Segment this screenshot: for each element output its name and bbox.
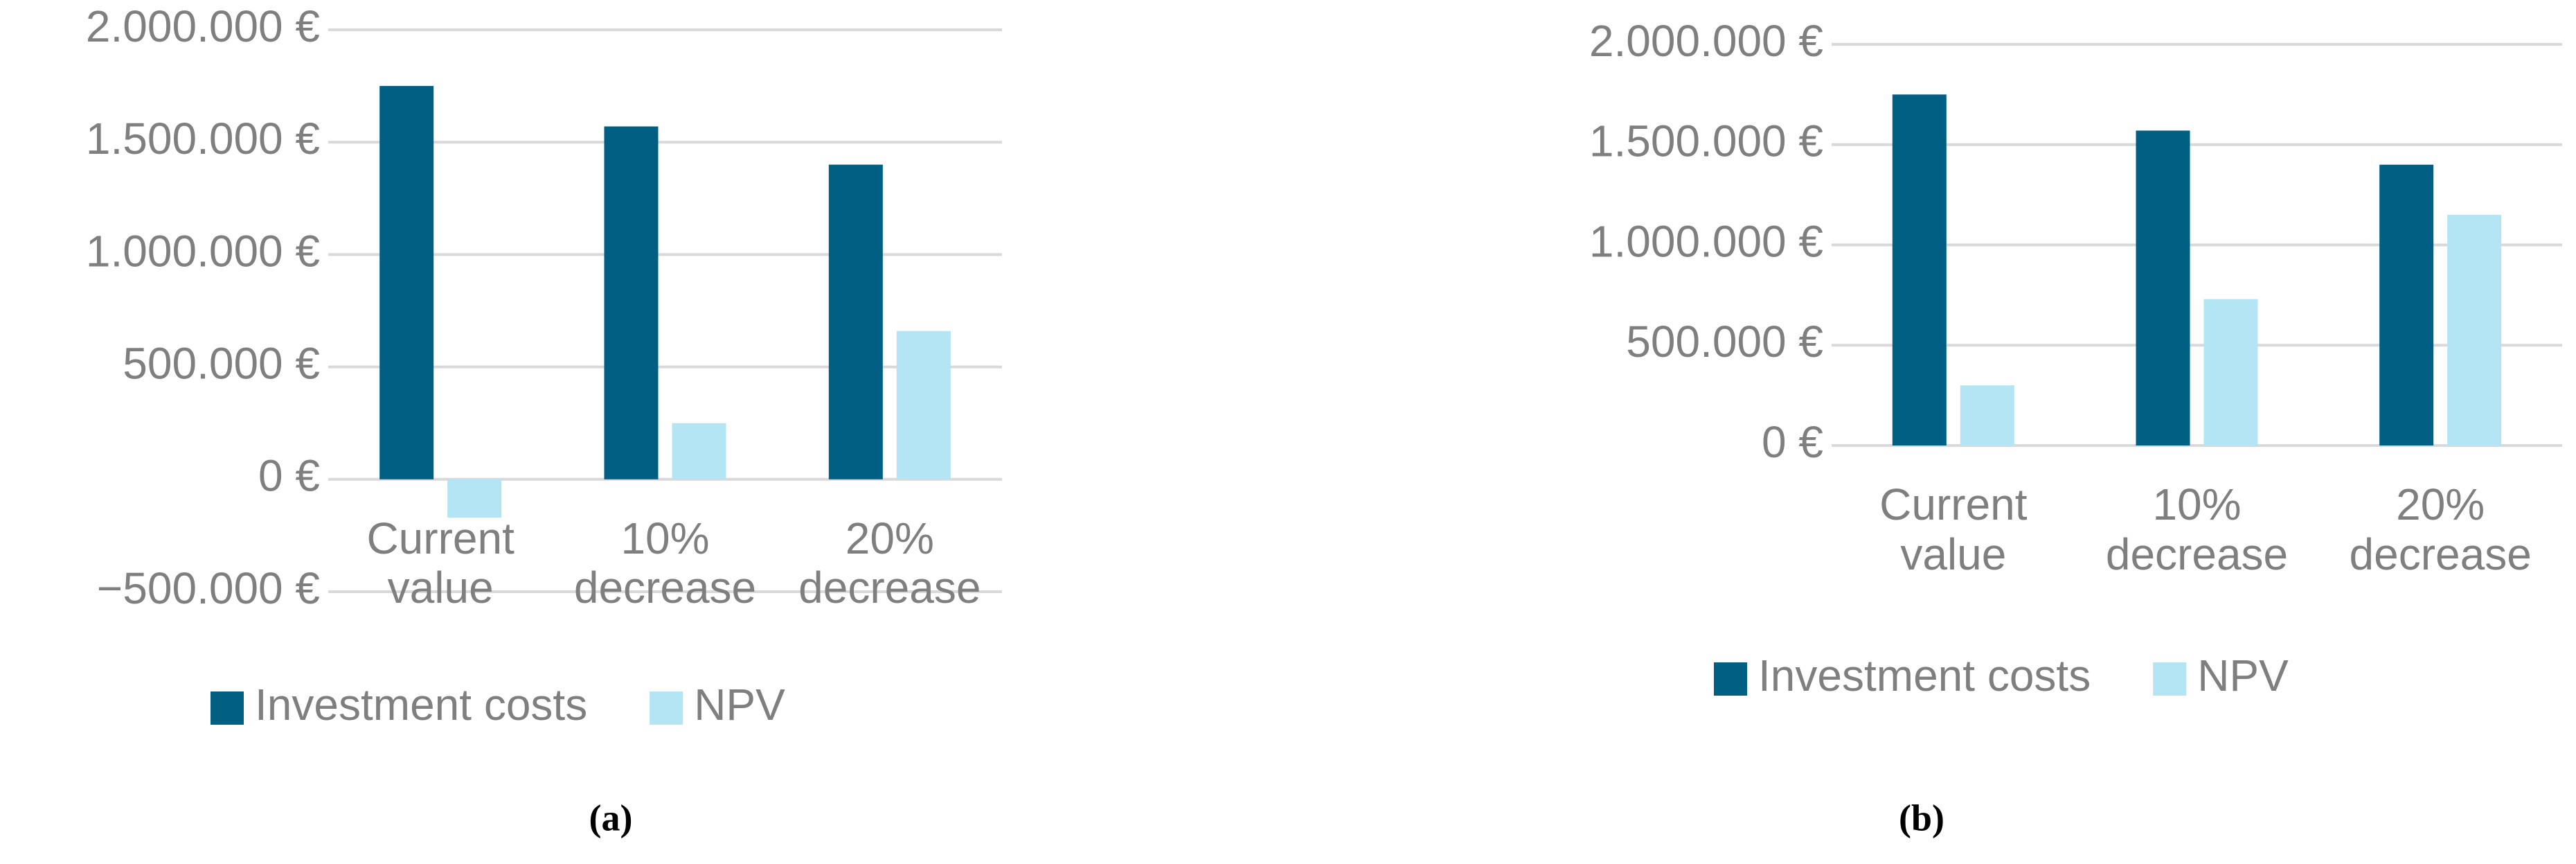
- legend-swatch: [650, 691, 683, 725]
- bar: [2379, 164, 2434, 446]
- x-tick-label: 10% decrease: [573, 513, 757, 613]
- y-tick-label: 2.000.000 €: [1589, 16, 1823, 66]
- caption: (a): [589, 797, 633, 838]
- y-tick-label: −500.000 €: [97, 563, 320, 613]
- bar: [672, 423, 726, 479]
- bar: [828, 164, 883, 479]
- y-tick-label: 2.000.000 €: [86, 1, 320, 51]
- legend-label: Investment costs: [1758, 651, 2091, 700]
- legend-label: NPV: [2197, 651, 2289, 700]
- y-tick-label: 500.000 €: [123, 339, 320, 389]
- legend-label: Investment costs: [255, 680, 587, 730]
- bar: [2136, 130, 2190, 446]
- bar: [447, 479, 502, 518]
- bar: [896, 330, 951, 479]
- bar: [604, 126, 659, 479]
- y-tick-label: 0 €: [258, 451, 320, 501]
- bar: [1892, 94, 1947, 446]
- y-tick-label: 0 €: [1762, 417, 1823, 467]
- x-tick-label: 20% decrease: [798, 513, 981, 613]
- legend-swatch: [1714, 662, 1747, 696]
- bar: [2447, 215, 2502, 446]
- bar: [2203, 299, 2258, 446]
- y-tick-label: 1.000.000 €: [1589, 216, 1823, 266]
- y-tick-label: 1.500.000 €: [86, 114, 320, 164]
- legend-swatch: [2153, 662, 2187, 696]
- y-tick-label: 1.000.000 €: [86, 226, 320, 276]
- x-tick-label: 20% decrease: [2349, 479, 2532, 579]
- bar: [379, 86, 434, 479]
- legend-swatch: [211, 691, 244, 725]
- y-tick-label: 1.500.000 €: [1589, 116, 1823, 166]
- y-tick-label: 500.000 €: [1626, 317, 1823, 367]
- caption: (b): [1899, 797, 1944, 838]
- legend-label: NPV: [694, 680, 785, 730]
- bar: [1960, 385, 2014, 446]
- x-tick-label: 10% decrease: [2105, 479, 2289, 579]
- x-tick-label: Current value: [366, 513, 515, 613]
- x-tick-label: Current value: [1879, 479, 2028, 579]
